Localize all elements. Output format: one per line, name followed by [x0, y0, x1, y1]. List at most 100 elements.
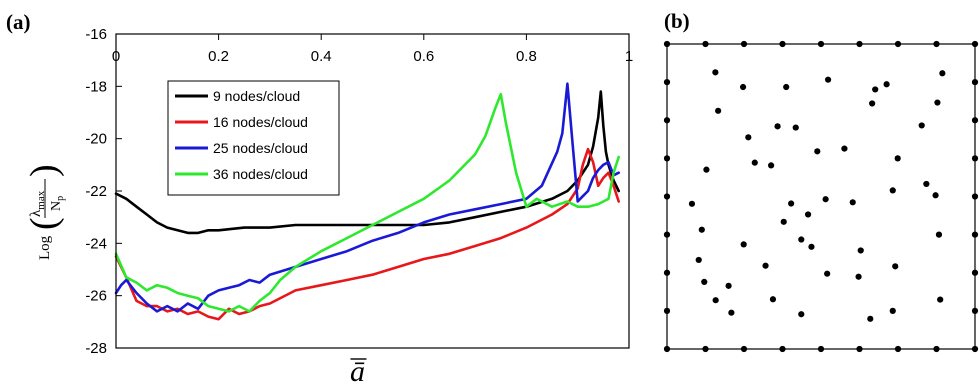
- node-point: [934, 99, 941, 106]
- legend-label: 9 nodes/cloud: [213, 88, 300, 104]
- node-point: [932, 192, 939, 199]
- legend-label: 16 nodes/cloud: [213, 114, 308, 130]
- chart-b: [663, 40, 979, 353]
- node-point: [663, 345, 671, 353]
- node-point: [824, 76, 832, 83]
- y-axis-label-numerator: λmax: [28, 190, 47, 217]
- node-point: [814, 148, 821, 155]
- node-point: [971, 345, 979, 353]
- y-axis-label-paren-right: ): [23, 164, 65, 177]
- node-point: [740, 40, 748, 48]
- node-point: [971, 40, 979, 48]
- node-point: [822, 196, 829, 203]
- y-axis-label-paren-left: (: [23, 217, 65, 230]
- node-point: [841, 145, 848, 152]
- node-point: [869, 100, 876, 107]
- node-point: [867, 315, 874, 322]
- node-point: [971, 155, 979, 162]
- node-point: [971, 231, 979, 238]
- points-layer: [663, 40, 979, 353]
- node-point: [740, 345, 748, 353]
- node-point: [739, 83, 747, 91]
- node-point: [663, 231, 671, 238]
- node-point: [712, 69, 719, 76]
- node-point: [663, 79, 671, 86]
- node-point: [971, 79, 979, 86]
- plot-frame: [115, 33, 630, 349]
- y-tick-label: -28: [85, 340, 107, 357]
- node-point: [894, 345, 902, 353]
- node-point: [894, 40, 902, 48]
- node-point: [857, 247, 864, 254]
- node-point: [856, 345, 863, 353]
- node-point: [663, 40, 671, 48]
- node-point: [702, 40, 709, 48]
- node-point: [769, 296, 777, 303]
- node-point: [703, 166, 710, 173]
- node-point: [817, 345, 825, 353]
- node-point: [774, 123, 781, 130]
- y-axis-label-p: p: [55, 196, 66, 201]
- node-point: [971, 269, 979, 276]
- x-tick-label: 0.2: [208, 48, 229, 65]
- node-point: [701, 278, 708, 285]
- node-point: [702, 345, 709, 353]
- series-line-1: [114, 90, 621, 235]
- node-point: [779, 345, 786, 353]
- node-point: [728, 309, 735, 316]
- y-tick-label: -18: [85, 78, 107, 95]
- series-line-2: [114, 147, 621, 321]
- y-tick-label: -24: [85, 235, 107, 252]
- legend-label: 36 nodes/cloud: [213, 166, 308, 182]
- y-tick-label: -20: [85, 131, 107, 148]
- node-point: [933, 40, 940, 48]
- node-point: [779, 40, 786, 48]
- chart-a: Log ( λmax Np ) 0 0.2 0.4 0.6 0.8 1-16-18-20-…: [23, 26, 633, 384]
- node-point: [933, 345, 940, 353]
- node-point: [783, 83, 790, 91]
- y-tick-label: -16: [85, 26, 107, 43]
- legend-box: [167, 80, 340, 196]
- node-point: [780, 218, 787, 225]
- node-point: [937, 296, 944, 303]
- node-point: [740, 241, 747, 248]
- node-point: [883, 81, 890, 88]
- x-axis-label: ā: [350, 355, 365, 384]
- node-point: [855, 273, 862, 280]
- y-tick-label: -22: [85, 183, 107, 200]
- x-tick-label: 0.8: [516, 48, 537, 65]
- panel-a-label: (a): [6, 10, 31, 34]
- node-point: [768, 162, 775, 169]
- node-point: [798, 311, 805, 318]
- node-point: [824, 270, 831, 277]
- node-point: [872, 86, 879, 93]
- node-point: [698, 226, 705, 233]
- x-tick-label: 0.4: [311, 48, 332, 65]
- node-point: [688, 200, 696, 207]
- series-line-4: [114, 92, 621, 313]
- node-point: [712, 297, 719, 304]
- y-axis-label-denominator: Np: [49, 196, 66, 211]
- y-axis-label-lambda: λ: [28, 209, 44, 217]
- legend: 9 nodes/cloud 16 nodes/cloud 25 nodes/clou…: [167, 80, 340, 196]
- node-point: [808, 243, 815, 250]
- series-line-3: [114, 82, 621, 313]
- node-point: [745, 134, 752, 141]
- node-point: [894, 155, 901, 162]
- y-tick-label: -26: [85, 288, 107, 305]
- node-point: [695, 256, 702, 264]
- series-layer: [114, 82, 621, 321]
- node-point: [889, 187, 896, 194]
- node-point: [663, 117, 671, 124]
- node-point: [817, 40, 825, 48]
- node-point: [923, 180, 930, 188]
- node-point: [663, 193, 671, 200]
- node-point: [971, 193, 979, 200]
- node-point: [792, 124, 799, 131]
- node-point: [762, 262, 769, 269]
- node-point: [751, 159, 758, 166]
- node-point: [725, 282, 732, 289]
- node-point: [788, 200, 795, 207]
- y-axis-label: Log ( λmax Np ): [23, 164, 66, 260]
